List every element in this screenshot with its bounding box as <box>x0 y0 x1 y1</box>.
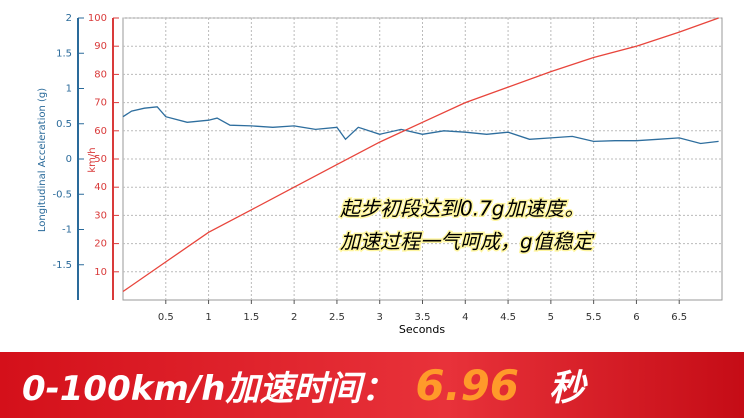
x-tick-label: 4.5 <box>500 312 516 323</box>
x-tick-label: 4 <box>462 312 468 323</box>
annotation: 起步初段达到0.7g加速度。 <box>340 197 585 221</box>
y2-tick-label: 20 <box>94 239 107 250</box>
banner-time: 6.96 <box>415 360 520 410</box>
y-tick-label: -1 <box>62 225 72 236</box>
y2-tick-label: 50 <box>94 154 107 165</box>
x-tick-label: 5 <box>548 312 554 323</box>
banner: 0-100km/h加速时间： 6.96 秒 <box>0 352 744 418</box>
x-tick-label: 6 <box>633 312 639 323</box>
y-tick-label: 1.5 <box>56 48 72 59</box>
y-axis-title: Longitudinal Acceleration (g) <box>37 88 48 232</box>
x-tick-label: 2.5 <box>329 312 345 323</box>
y-tick-label: 0.5 <box>56 119 72 130</box>
annotation: 加速过程一气呵成，g值稳定 <box>340 230 595 254</box>
y-tick-label: -0.5 <box>52 189 72 200</box>
series-line <box>122 106 719 145</box>
x-tick-label: 6.5 <box>671 312 687 323</box>
series-line <box>122 17 719 293</box>
y-tick-label: -1.5 <box>52 260 72 271</box>
y2-tick-label: 40 <box>94 182 107 193</box>
x-tick-label: 1 <box>205 312 211 323</box>
y-tick-label: 1 <box>66 84 72 95</box>
x-tick-label: 2 <box>291 312 297 323</box>
y2-tick-label: 80 <box>94 69 107 80</box>
x-tick-label: 1.5 <box>243 312 259 323</box>
y2-tick-label: 10 <box>94 267 107 278</box>
y2-tick-label: 60 <box>94 126 107 137</box>
y2-tick-label: 70 <box>94 98 107 109</box>
x-tick-label: 5.5 <box>586 312 602 323</box>
y-tick-label: 2 <box>66 13 72 24</box>
x-tick-label: 3 <box>377 312 383 323</box>
y2-tick-label: 30 <box>94 210 107 221</box>
banner-unit: 秒 <box>549 368 586 409</box>
x-tick-label: 3.5 <box>415 312 431 323</box>
x-tick-label: 0.5 <box>158 312 174 323</box>
y-tick-label: 0 <box>66 154 72 165</box>
banner-label: 0-100km/h加速时间： <box>22 368 396 409</box>
y2-tick-label: 100 <box>88 13 107 24</box>
y2-tick-label: 90 <box>94 41 107 52</box>
x-axis-title: Seconds <box>399 323 445 336</box>
y2-axis-title: km/h <box>87 147 98 172</box>
chart: Seconds Longitudinal Acceleration (g) km… <box>37 13 723 336</box>
